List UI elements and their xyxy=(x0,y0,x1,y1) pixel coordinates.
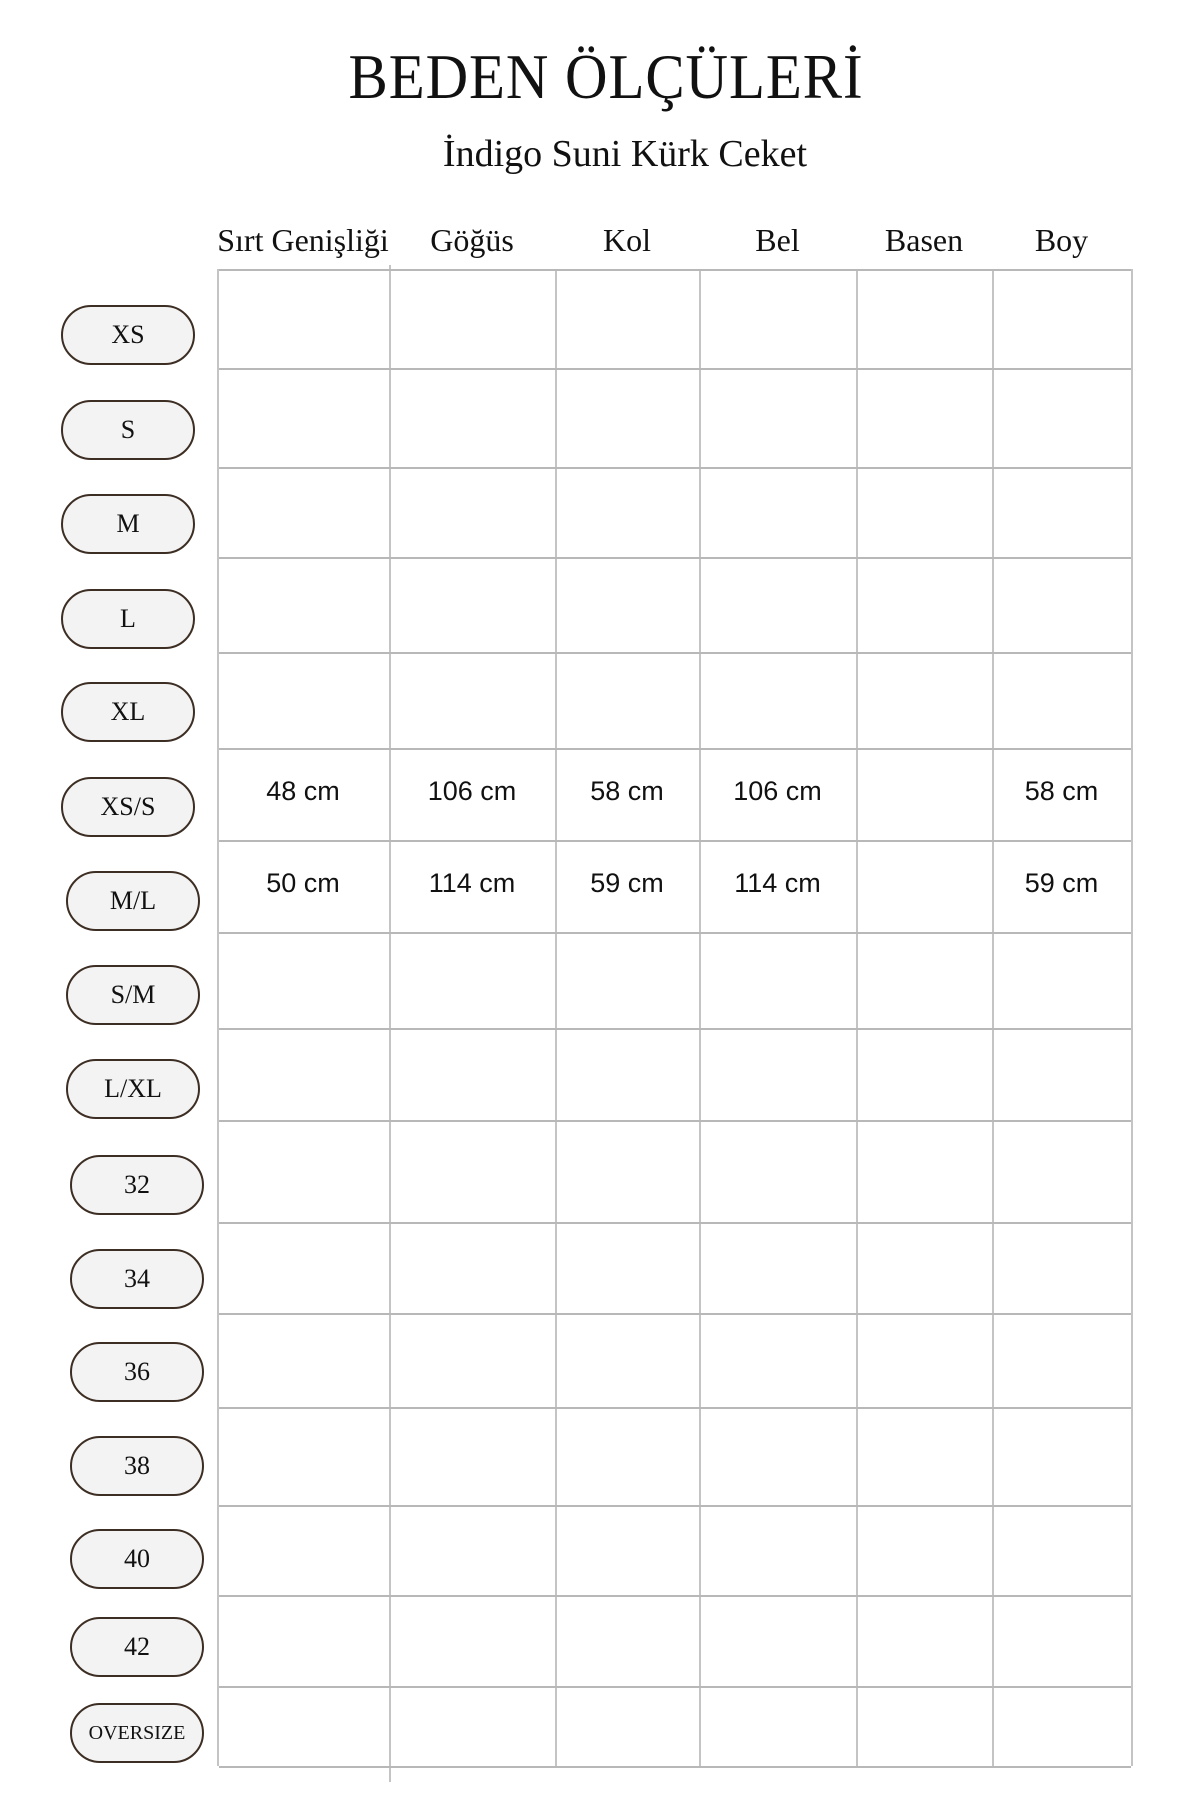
row-divider xyxy=(219,557,1131,559)
size-label: OVERSIZE xyxy=(70,1703,204,1763)
measurement-cell: 58 cm xyxy=(1024,776,1099,806)
size-label: L/XL xyxy=(66,1059,200,1119)
size-label: S xyxy=(61,400,195,460)
row-divider xyxy=(219,1222,1131,1224)
row-divider xyxy=(219,269,1131,271)
size-label: 38 xyxy=(70,1436,204,1496)
size-label: 34 xyxy=(70,1249,204,1309)
row-divider xyxy=(219,652,1131,654)
column-header: Bel xyxy=(755,222,800,258)
size-label: XL xyxy=(61,682,195,742)
column-header: Göğüs xyxy=(430,222,514,258)
column-divider xyxy=(555,269,557,1766)
row-divider xyxy=(219,748,1131,750)
size-label: M/L xyxy=(66,871,200,931)
row-divider xyxy=(219,932,1131,934)
column-divider xyxy=(389,265,391,1782)
measurement-cell: 59 cm xyxy=(1024,868,1099,898)
row-divider xyxy=(219,1686,1131,1688)
page-title: BEDEN ÖLÇÜLERİ xyxy=(348,41,864,112)
column-header: Boy xyxy=(1034,222,1089,258)
product-name: İndigo Suni Kürk Ceket xyxy=(442,133,808,175)
size-label: L xyxy=(61,589,195,649)
column-divider xyxy=(699,269,701,1766)
column-divider xyxy=(992,269,994,1766)
row-divider xyxy=(219,1595,1131,1597)
measurement-cell: 106 cm xyxy=(427,776,517,806)
measurement-cell: 48 cm xyxy=(266,776,340,806)
size-label: S/M xyxy=(66,965,200,1025)
row-divider xyxy=(219,368,1131,370)
row-divider xyxy=(219,1407,1131,1409)
row-divider xyxy=(219,840,1131,842)
row-divider xyxy=(219,1028,1131,1030)
measurement-cell: 59 cm xyxy=(590,868,664,898)
size-label: XS/S xyxy=(61,777,195,837)
row-divider xyxy=(219,1505,1131,1507)
size-label: M xyxy=(61,494,195,554)
measurement-cell: 114 cm xyxy=(734,868,821,898)
size-label: 40 xyxy=(70,1529,204,1589)
size-label: 36 xyxy=(70,1342,204,1402)
column-header: Kol xyxy=(603,222,651,258)
measurement-cell: 114 cm xyxy=(428,868,516,898)
measurement-cell: 106 cm xyxy=(733,776,822,806)
column-header: Basen xyxy=(884,222,964,258)
column-header: Sırt Genişliği xyxy=(217,222,389,258)
column-divider xyxy=(217,269,219,1766)
size-label: 32 xyxy=(70,1155,204,1215)
column-divider xyxy=(856,269,858,1766)
measurement-cell: 58 cm xyxy=(590,776,664,806)
row-divider xyxy=(219,1120,1131,1122)
row-divider xyxy=(219,467,1131,469)
row-divider xyxy=(219,1766,1131,1768)
row-divider xyxy=(219,1313,1131,1315)
size-label: 42 xyxy=(70,1617,204,1677)
measurement-cell: 50 cm xyxy=(266,868,340,898)
column-divider xyxy=(1131,269,1133,1766)
size-label: XS xyxy=(61,305,195,365)
